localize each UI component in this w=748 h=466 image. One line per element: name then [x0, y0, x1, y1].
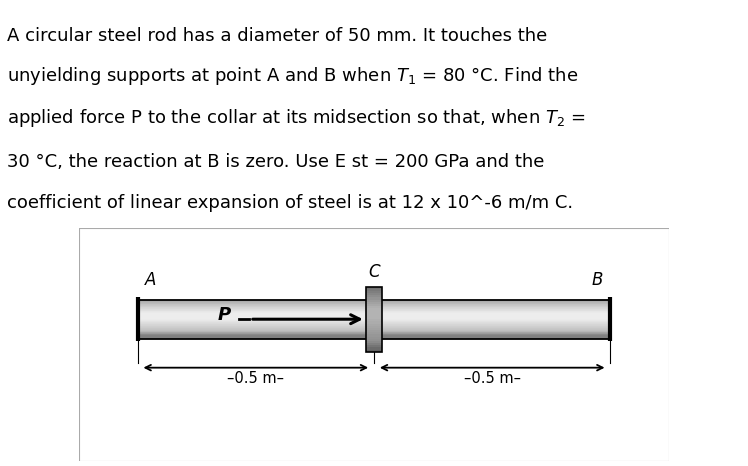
Bar	[138, 320, 610, 321]
Bar	[138, 313, 610, 314]
Bar	[366, 287, 382, 289]
Bar	[138, 309, 610, 310]
Bar	[138, 321, 610, 322]
Bar	[138, 329, 610, 330]
Bar	[138, 315, 610, 316]
Text: B: B	[592, 271, 604, 289]
Text: coefficient of linear expansion of steel is at 12 x 10^-6 m/m C.: coefficient of linear expansion of steel…	[7, 194, 574, 212]
Bar	[366, 345, 382, 348]
Bar	[366, 348, 382, 350]
Bar	[138, 319, 610, 320]
Bar	[138, 307, 610, 308]
Bar	[366, 287, 382, 352]
Bar	[366, 317, 382, 319]
Bar	[138, 331, 610, 332]
Bar	[138, 300, 610, 301]
Bar	[138, 334, 610, 335]
Bar	[366, 306, 382, 308]
Text: applied force P to the collar at its midsection so that, when $T_2$ =: applied force P to the collar at its mid…	[7, 107, 586, 129]
Bar	[366, 308, 382, 310]
Bar	[138, 330, 610, 331]
Text: P: P	[218, 307, 230, 324]
Bar	[138, 337, 610, 338]
Bar	[138, 303, 610, 304]
Bar	[366, 310, 382, 313]
Bar	[138, 316, 610, 317]
Bar	[138, 311, 610, 312]
Bar	[138, 312, 610, 313]
Bar	[138, 332, 610, 333]
Bar	[138, 326, 610, 327]
Bar	[366, 291, 382, 293]
Bar	[366, 302, 382, 304]
Bar	[138, 305, 610, 306]
Bar	[366, 304, 382, 306]
Bar	[138, 310, 610, 311]
Text: 30 °C, the reaction at B is zero. Use E st = 200 GPa and the: 30 °C, the reaction at B is zero. Use E …	[7, 152, 545, 171]
Bar	[138, 333, 610, 334]
Bar	[138, 314, 610, 315]
Bar	[366, 293, 382, 295]
Bar	[138, 338, 610, 339]
Text: A circular steel rod has a diameter of 50 mm. It touches the: A circular steel rod has a diameter of 5…	[7, 27, 548, 45]
Bar	[138, 324, 610, 325]
Bar	[366, 289, 382, 291]
Bar	[366, 339, 382, 341]
Bar	[138, 318, 610, 319]
Bar	[366, 295, 382, 297]
Bar	[138, 308, 610, 309]
Text: C: C	[368, 263, 380, 281]
Bar	[138, 301, 610, 302]
Bar	[366, 297, 382, 300]
Bar	[366, 336, 382, 339]
Bar	[366, 315, 382, 317]
Bar	[366, 313, 382, 315]
Bar	[366, 350, 382, 352]
Bar	[138, 327, 610, 328]
Bar	[366, 322, 382, 323]
Bar	[138, 336, 610, 337]
Bar	[138, 306, 610, 307]
Bar	[366, 332, 382, 335]
Bar	[366, 300, 382, 302]
Bar	[138, 317, 610, 318]
Text: –0.5 m–: –0.5 m–	[464, 371, 521, 386]
Bar	[366, 328, 382, 330]
Bar	[138, 328, 610, 329]
Bar	[366, 326, 382, 328]
Bar	[366, 343, 382, 345]
Bar	[366, 341, 382, 343]
Bar	[138, 302, 610, 303]
Bar	[366, 319, 382, 322]
Bar	[138, 304, 610, 305]
Text: unyielding supports at point A and B when $T_1$ = 80 °C. Find the: unyielding supports at point A and B whe…	[7, 65, 579, 87]
Bar	[366, 323, 382, 326]
Bar	[138, 322, 610, 323]
Bar	[138, 335, 610, 336]
Bar	[366, 335, 382, 336]
Bar	[138, 325, 610, 326]
Bar	[138, 323, 610, 324]
Text: –0.5 m–: –0.5 m–	[227, 371, 284, 386]
Bar	[366, 330, 382, 332]
Text: A: A	[144, 271, 156, 289]
